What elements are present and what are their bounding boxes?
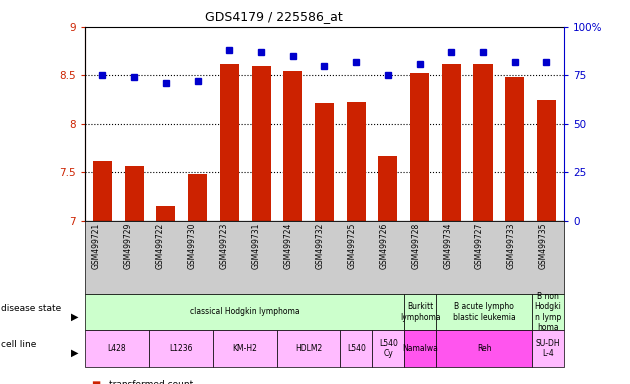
Text: B non
Hodgki
n lymp
homa: B non Hodgki n lymp homa bbox=[534, 292, 561, 332]
Text: GSM499733: GSM499733 bbox=[507, 223, 516, 269]
Bar bbox=[156, 206, 175, 221]
Text: L540: L540 bbox=[347, 344, 366, 353]
Bar bbox=[346, 101, 365, 221]
Text: classical Hodgkin lymphoma: classical Hodgkin lymphoma bbox=[190, 308, 299, 316]
Text: ▶: ▶ bbox=[71, 311, 79, 321]
Bar bbox=[251, 66, 270, 221]
Bar bbox=[379, 156, 398, 221]
Bar bbox=[284, 71, 302, 221]
Text: GSM499726: GSM499726 bbox=[379, 223, 388, 269]
Bar bbox=[474, 64, 493, 221]
Text: disease state: disease state bbox=[1, 304, 61, 313]
Text: GSM499734: GSM499734 bbox=[443, 223, 452, 269]
Text: ▶: ▶ bbox=[71, 348, 79, 358]
Text: GSM499732: GSM499732 bbox=[316, 223, 324, 269]
Text: B acute lympho
blastic leukemia: B acute lympho blastic leukemia bbox=[453, 302, 515, 322]
Text: GSM499729: GSM499729 bbox=[124, 223, 133, 269]
Text: GSM499735: GSM499735 bbox=[539, 223, 548, 269]
Text: transformed count: transformed count bbox=[109, 380, 193, 384]
Bar bbox=[93, 161, 112, 221]
Text: Namalwa: Namalwa bbox=[403, 344, 438, 353]
Text: ■: ■ bbox=[91, 380, 101, 384]
Bar bbox=[505, 77, 524, 221]
Text: GSM499724: GSM499724 bbox=[284, 223, 292, 269]
Text: SU-DH
L-4: SU-DH L-4 bbox=[536, 339, 560, 358]
Text: GSM499723: GSM499723 bbox=[220, 223, 229, 269]
Bar bbox=[442, 64, 461, 221]
Text: L540
Cy: L540 Cy bbox=[379, 339, 398, 358]
Bar bbox=[537, 99, 556, 221]
Text: L428: L428 bbox=[108, 344, 126, 353]
Text: GSM499730: GSM499730 bbox=[188, 223, 197, 269]
Text: GSM499721: GSM499721 bbox=[92, 223, 101, 269]
Text: KM-H2: KM-H2 bbox=[232, 344, 257, 353]
Text: Reh: Reh bbox=[477, 344, 491, 353]
Text: GSM499731: GSM499731 bbox=[251, 223, 261, 269]
Bar bbox=[188, 174, 207, 221]
Text: GDS4179 / 225586_at: GDS4179 / 225586_at bbox=[205, 10, 343, 23]
Text: L1236: L1236 bbox=[169, 344, 193, 353]
Text: GSM499725: GSM499725 bbox=[347, 223, 357, 269]
Text: HDLM2: HDLM2 bbox=[295, 344, 322, 353]
Text: GSM499722: GSM499722 bbox=[156, 223, 165, 269]
Bar bbox=[410, 73, 429, 221]
Bar bbox=[220, 64, 239, 221]
Bar bbox=[125, 166, 144, 221]
Text: GSM499727: GSM499727 bbox=[475, 223, 484, 269]
Text: cell line: cell line bbox=[1, 340, 36, 349]
Bar bbox=[315, 103, 334, 221]
Text: Burkitt
lymphoma: Burkitt lymphoma bbox=[400, 302, 440, 322]
Text: GSM499728: GSM499728 bbox=[411, 223, 420, 269]
